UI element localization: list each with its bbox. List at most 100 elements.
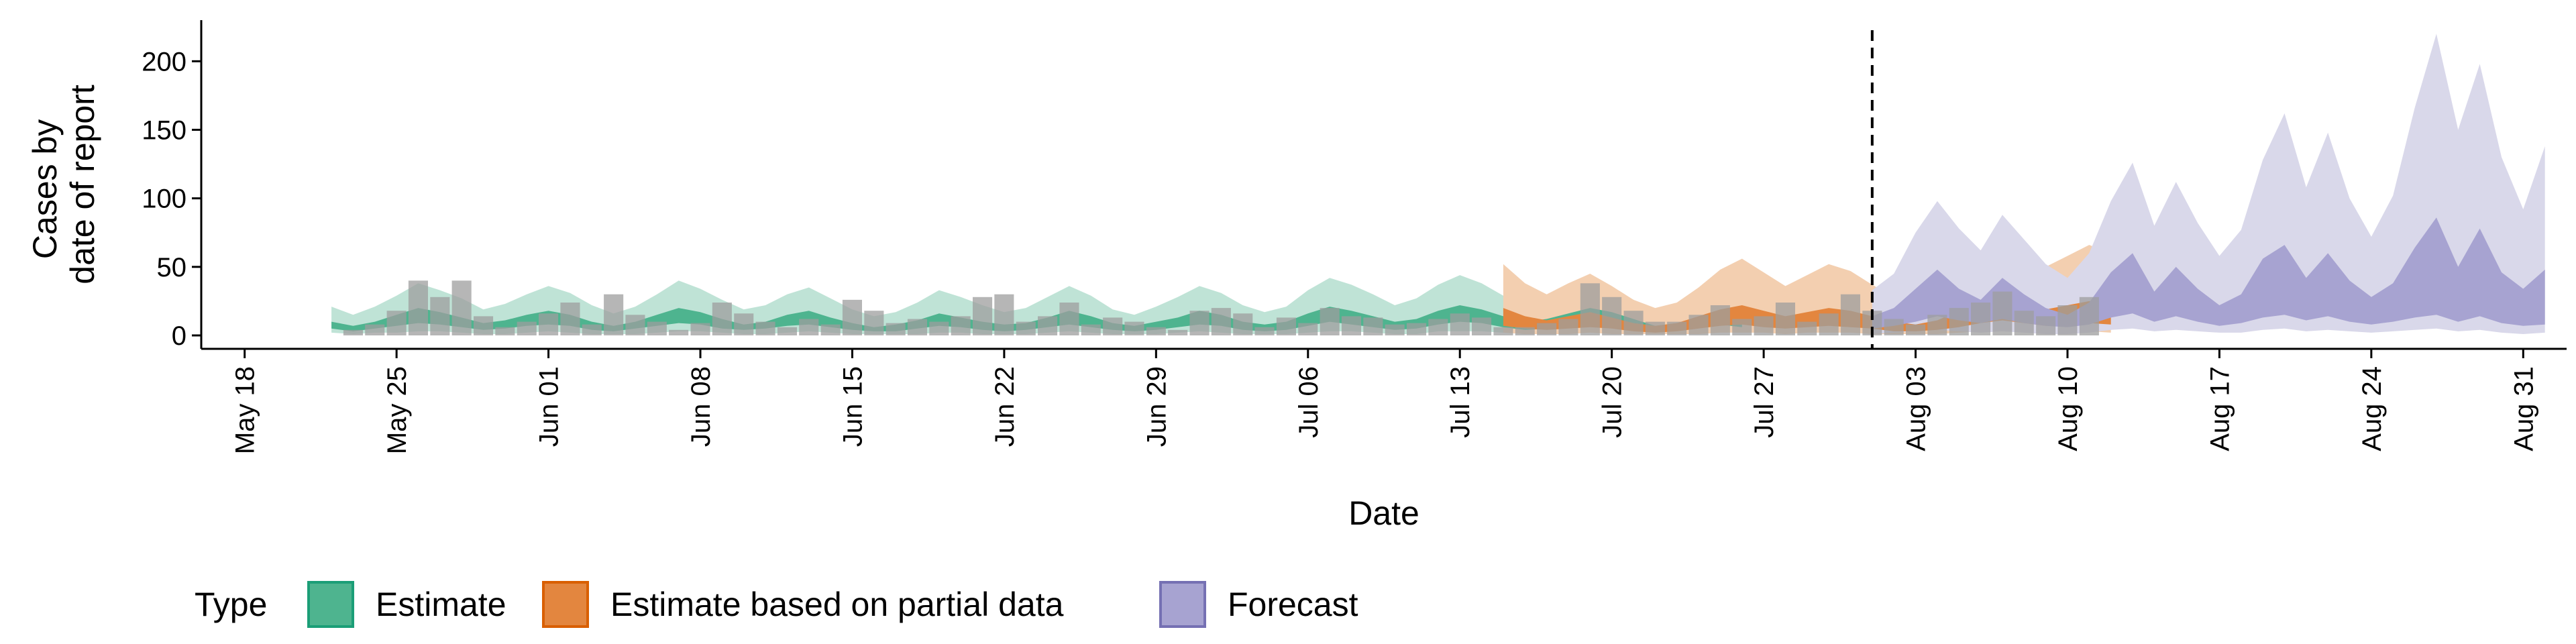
observed-bar (907, 319, 927, 335)
observed-bar (864, 311, 884, 335)
observed-bar (539, 313, 559, 335)
observed-bar (1341, 316, 1361, 335)
observed-bar (1710, 305, 1730, 335)
observed-bar (1211, 308, 1231, 335)
x-tick-label: May 25 (382, 366, 412, 454)
forecast-inner-interval (1872, 217, 2545, 329)
observed-bar (1016, 321, 1036, 335)
observed-bar (1797, 321, 1817, 335)
observed-bar (1949, 308, 1969, 335)
plot-area (331, 30, 2545, 349)
observed-bar (1276, 317, 1296, 335)
x-tick-label: Aug 17 (2205, 366, 2235, 451)
observed-bar (1754, 316, 1774, 335)
observed-bar (1038, 316, 1058, 335)
observed-bar (647, 321, 667, 335)
observed-bar (343, 329, 363, 335)
observed-bar (1168, 329, 1188, 335)
legend-swatch-estimate (307, 581, 354, 628)
observed-bar (842, 299, 862, 335)
observed-bar (1667, 321, 1687, 335)
observed-bar (1732, 319, 1752, 335)
observed-bar (1407, 323, 1427, 335)
x-tick-label: May 18 (231, 366, 260, 454)
observed-bar (799, 319, 819, 335)
observed-bar (408, 280, 428, 335)
observed-bar (1472, 317, 1492, 335)
x-tick-label: Aug 31 (2509, 366, 2538, 451)
x-tick-label: Jun 08 (686, 366, 716, 447)
x-axis-ticks: May 18 May 25 Jun 01 Jun 08 Jun 15 Jun 22 Jun … (231, 349, 2538, 454)
observed-bar (474, 316, 494, 335)
observed-bar (2014, 311, 2034, 335)
observed-bar (734, 313, 754, 335)
x-tick-label: Aug 03 (1902, 366, 1931, 451)
legend-title: Type (195, 586, 267, 623)
observed-bar (1992, 291, 2012, 335)
observed-bar (994, 294, 1014, 335)
observed-bar (1103, 317, 1123, 335)
observed-bar (2036, 316, 2056, 335)
y-tick-label: 100 (142, 184, 186, 214)
observed-bar (1363, 317, 1383, 335)
observed-bar (1189, 311, 1210, 335)
observed-bar (820, 324, 841, 335)
y-tick-label: 50 (157, 253, 187, 282)
observed-bar (2057, 305, 2078, 335)
legend-swatch-forecast (1159, 581, 1206, 628)
observed-bar (1971, 303, 1991, 335)
observed-bar (1819, 313, 1839, 335)
observed-bar (2079, 297, 2099, 335)
legend-swatch-partial (542, 581, 589, 628)
observed-bar (365, 324, 385, 335)
observed-bar (1623, 311, 1644, 335)
observed-bar (1059, 303, 1079, 335)
observed-bar (1298, 323, 1318, 335)
observed-bar (1927, 315, 1947, 335)
observed-bar (973, 297, 993, 335)
x-tick-label: Jul 13 (1446, 366, 1475, 438)
observed-bar (1450, 313, 1470, 335)
x-tick-label: Jul 06 (1294, 366, 1324, 438)
observed-bar (929, 321, 949, 335)
observed-bar (885, 323, 906, 335)
observed-bar (1688, 315, 1709, 335)
x-tick-label: Jun 01 (535, 366, 564, 447)
observed-bar (495, 327, 515, 335)
observed-bar (777, 327, 797, 335)
observed-bar (1124, 321, 1144, 335)
y-axis-title-line-1: Cases by (26, 119, 64, 259)
observed-bar (1537, 323, 1557, 335)
forecast-outer-interval (1872, 34, 2545, 335)
observed-bar (1515, 327, 1535, 335)
observed-bar (669, 329, 689, 335)
observed-bar (755, 321, 775, 335)
x-tick-label: Jul 20 (1598, 366, 1627, 438)
x-tick-label: Jun 15 (838, 366, 867, 447)
observed-bar (1320, 308, 1340, 335)
observed-bar (1558, 319, 1578, 335)
y-axis-title: Cases by date of report (26, 85, 101, 284)
x-tick-label: Jun 29 (1142, 366, 1171, 447)
observed-bar (1493, 327, 1513, 335)
observed-bar (1580, 283, 1600, 335)
x-tick-label: Aug 24 (2357, 366, 2387, 451)
observed-bar (1254, 327, 1275, 335)
observed-bar (1884, 319, 1904, 335)
x-axis-title: Date (1348, 494, 1419, 532)
legend: Type Estimate Estimate based on partial d… (195, 581, 1358, 628)
observed-bar (1645, 321, 1665, 335)
observed-bar (1906, 324, 1926, 335)
observed-bar (1840, 294, 1860, 335)
observed-bar (451, 280, 472, 335)
y-axis-title-line-2: date of report (64, 85, 101, 284)
observed-bar (560, 303, 580, 335)
observed-bar (1081, 324, 1101, 335)
observed-bar (582, 324, 602, 335)
y-tick-label: 200 (142, 47, 186, 76)
observed-bar (690, 323, 710, 335)
observed-bar (430, 297, 450, 335)
legend-label-forecast: Forecast (1228, 586, 1358, 623)
observed-bar (1233, 313, 1253, 335)
